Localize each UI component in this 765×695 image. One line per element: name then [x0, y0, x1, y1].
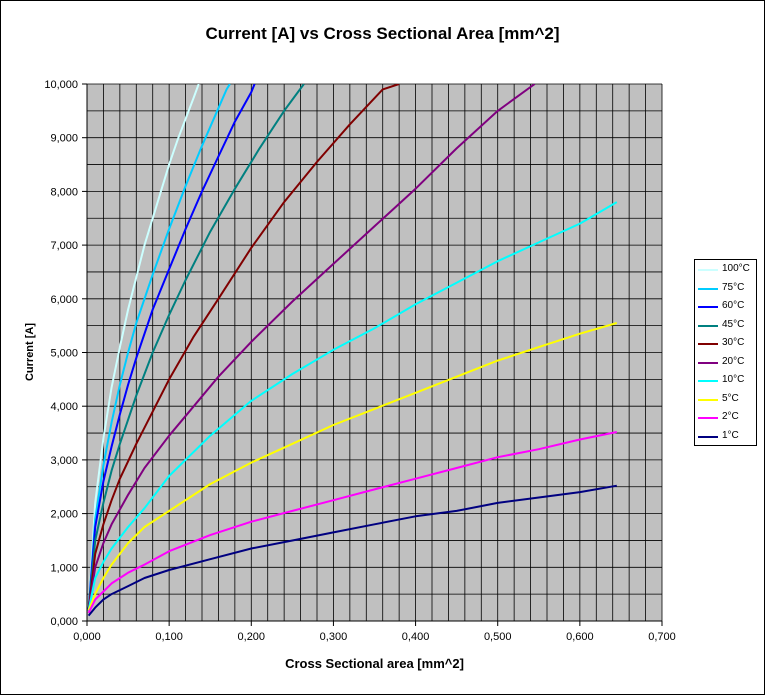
legend-item: 20°C	[698, 354, 756, 370]
x-tick-label: 0,700	[648, 631, 676, 643]
chart-title: Current [A] vs Cross Sectional Area [mm^…	[205, 24, 560, 43]
series-line-20CC	[87, 84, 536, 611]
legend-swatch	[698, 287, 718, 290]
legend-label: 1°C	[722, 429, 739, 441]
legend-swatch	[698, 361, 718, 364]
y-tick-label: 5,000	[50, 348, 78, 360]
x-tick-label: 0,200	[238, 631, 266, 643]
y-tick-label: 2,000	[50, 509, 78, 521]
x-tick-label: 0,000	[73, 631, 101, 643]
x-tick-label: 0,400	[402, 631, 430, 643]
legend-item: 75°C	[698, 280, 756, 296]
legend-label: 5°C	[722, 392, 739, 404]
y-tick-label: 9,000	[50, 133, 78, 145]
series-line-5CC	[87, 322, 618, 611]
series-line-75CC	[87, 84, 231, 611]
legend-swatch	[698, 417, 718, 419]
series-line-45CC	[87, 84, 305, 611]
legend-item: 30°C	[698, 335, 756, 351]
legend-swatch	[698, 398, 718, 401]
legend-label: 100°C	[722, 263, 750, 274]
legend-label: 45°C	[722, 318, 745, 330]
legend: 100°C 75°C 60°C 45°C 30°C 20°C 10°C 5°C 2°C 1°C	[694, 259, 757, 446]
legend-swatch	[698, 269, 718, 271]
legend-item: 100°C	[698, 261, 756, 277]
legend-swatch	[698, 343, 718, 345]
x-tick-label: 0,100	[155, 631, 183, 643]
series-line-60CC	[87, 84, 256, 611]
y-tick-label: 6,000	[50, 294, 78, 306]
legend-item: 5°C	[698, 391, 756, 407]
legend-label: 75°C	[722, 281, 745, 293]
series-line-30CC	[87, 84, 400, 611]
legend-item: 60°C	[698, 298, 756, 314]
series-line-2CC	[87, 431, 617, 614]
y-tick-label: 3,000	[50, 455, 78, 467]
y-tick-label: 1,000	[50, 562, 78, 574]
x-tick-label: 0,300	[320, 631, 348, 643]
y-tick-label: 7,000	[50, 240, 78, 252]
x-axis-label: Cross Sectional area [mm^2]	[285, 656, 464, 671]
legend-item: 45°C	[698, 317, 756, 333]
legend-item: 2°C	[698, 409, 756, 425]
legend-label: 30°C	[722, 337, 745, 348]
y-tick-label: 8,000	[50, 186, 78, 198]
legend-item: 10°C	[698, 372, 756, 388]
y-axis-label: Current [A]	[24, 322, 36, 382]
legend-label: 20°C	[722, 355, 745, 367]
y-tick-label: 10,000	[44, 79, 78, 91]
legend-label: 60°C	[722, 300, 745, 311]
legend-swatch	[698, 435, 718, 438]
series-line-100CC	[87, 84, 200, 611]
legend-label: 10°C	[722, 374, 745, 385]
legend-swatch	[698, 306, 718, 308]
series-line-1CC	[87, 484, 617, 617]
y-tick-label: 4,000	[50, 401, 78, 413]
legend-item: 1°C	[698, 428, 756, 444]
series-line-10CC	[87, 201, 618, 611]
legend-swatch	[698, 324, 718, 327]
x-tick-label: 0,600	[566, 631, 594, 643]
y-tick-label: 0,000	[50, 616, 78, 628]
legend-swatch	[698, 380, 718, 382]
x-tick-label: 0,500	[484, 631, 512, 643]
legend-label: 2°C	[722, 411, 739, 422]
